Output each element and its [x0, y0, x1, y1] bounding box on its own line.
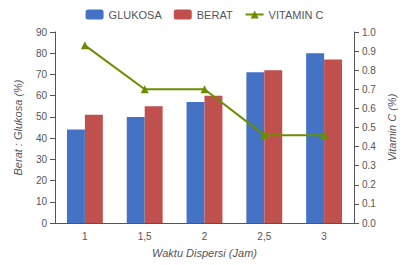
- svg-text:1,5: 1,5: [138, 231, 152, 242]
- svg-text:0: 0: [41, 218, 47, 229]
- svg-text:1: 1: [82, 231, 88, 242]
- svg-text:20: 20: [36, 175, 48, 186]
- svg-text:90: 90: [36, 27, 48, 38]
- svg-text:0.9: 0.9: [362, 46, 376, 57]
- svg-text:2,5: 2,5: [257, 231, 271, 242]
- svg-text:0.4: 0.4: [362, 141, 376, 152]
- svg-text:40: 40: [36, 133, 48, 144]
- svg-text:1.0: 1.0: [362, 27, 376, 38]
- svg-text:Waktu Dispersi (Jam): Waktu Dispersi (Jam): [152, 247, 257, 259]
- svg-text:0.8: 0.8: [362, 65, 376, 76]
- svg-text:80: 80: [36, 48, 48, 59]
- svg-text:BERAT: BERAT: [197, 9, 233, 21]
- svg-text:0.5: 0.5: [362, 122, 376, 133]
- svg-text:60: 60: [36, 90, 48, 101]
- svg-text:0.7: 0.7: [362, 84, 376, 95]
- svg-text:10: 10: [36, 196, 48, 207]
- svg-text:Berat : Glukosa (%): Berat : Glukosa (%): [12, 79, 24, 175]
- svg-text:0.2: 0.2: [362, 179, 376, 190]
- svg-text:GLUKOSA: GLUKOSA: [109, 9, 163, 21]
- svg-text:0.6: 0.6: [362, 103, 376, 114]
- svg-text:30: 30: [36, 154, 48, 165]
- svg-text:70: 70: [36, 69, 48, 80]
- svg-text:50: 50: [36, 111, 48, 122]
- svg-text:Vitamin C (%): Vitamin C (%): [386, 93, 398, 161]
- svg-text:3: 3: [321, 231, 327, 242]
- svg-text:0.0: 0.0: [362, 218, 376, 229]
- svg-text:2: 2: [202, 231, 208, 242]
- svg-text:0.1: 0.1: [362, 198, 376, 209]
- svg-text:VITAMIN C: VITAMIN C: [269, 9, 324, 21]
- svg-text:0.3: 0.3: [362, 160, 376, 171]
